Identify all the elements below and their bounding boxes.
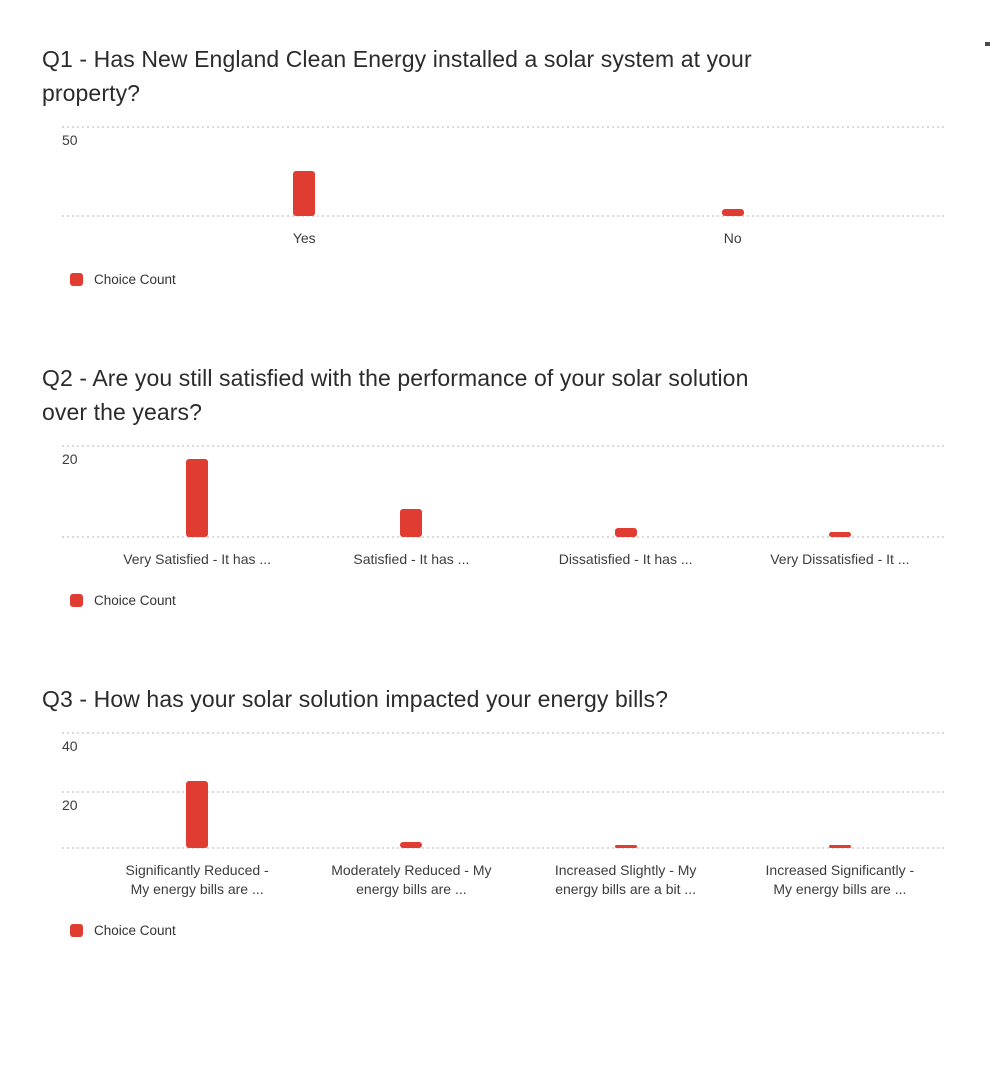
category-label: Significantly Reduced - My energy bills …	[125, 862, 269, 897]
bar-band	[304, 732, 518, 848]
y-axis-tick: 40	[62, 738, 78, 754]
chart-q3: Q3 - How has your solar solution impacte…	[0, 682, 992, 938]
category-label: Dissatisfied - It has ...	[558, 551, 693, 567]
legend-item[interactable]: Choice Count	[70, 593, 992, 608]
bar-band	[90, 732, 304, 848]
bar-increased-slightly-my-energy-b[interactable]	[614, 845, 637, 848]
category-label: No	[723, 230, 742, 246]
bar-increased-significantly-my-ene[interactable]	[828, 845, 851, 848]
legend-item[interactable]: Choice Count	[70, 272, 992, 287]
gridline-top	[62, 126, 947, 128]
bar-band	[733, 445, 947, 537]
category-label: Increased Slightly - My energy bills are…	[554, 862, 697, 897]
bar-band	[304, 445, 518, 537]
y-axis-tick: 50	[62, 132, 78, 148]
chart-q1: Q1 - Has New England Clean Energy instal…	[0, 42, 992, 287]
gridline-mid	[62, 790, 947, 793]
chart-q1-title: Q1 - Has New England Clean Energy instal…	[42, 46, 752, 106]
category-label: Yes	[292, 230, 316, 246]
bar-dissatisfied-it-has[interactable]	[614, 527, 637, 537]
bar-very-satisfied-it-has[interactable]	[186, 458, 209, 537]
gridline-baseline	[62, 215, 947, 217]
chart-q2-plot-area: 20	[62, 445, 947, 538]
y-axis-tick: 20	[62, 796, 78, 813]
screen-edge-artifact	[985, 42, 990, 46]
chart-q1-plot-area: 50	[62, 126, 947, 217]
category-label: Very Dissatisfied - It ...	[770, 551, 910, 567]
bar-no[interactable]	[721, 208, 744, 216]
survey-report-page: { "colors": { "bar": "#e03c31", "gridlin…	[0, 42, 992, 1066]
legend-swatch-icon	[70, 924, 83, 937]
bar-band	[519, 126, 948, 216]
legend-swatch-icon	[70, 273, 83, 286]
category-label: Moderately Reduced - My energy bills are…	[331, 862, 492, 897]
bar-band	[519, 445, 733, 537]
category-label: Satisfied - It has ...	[353, 551, 470, 567]
legend-label: Choice Count	[94, 272, 176, 287]
legend-swatch-icon	[70, 594, 83, 607]
bar-yes[interactable]	[293, 171, 316, 216]
bar-very-dissatisfied-it[interactable]	[828, 532, 851, 537]
x-axis-labels: Significantly Reduced - My energy bills …	[90, 861, 947, 899]
chart-q3-title: Q3 - How has your solar solution impacte…	[42, 686, 669, 712]
y-axis-tick: 20	[62, 451, 78, 467]
bar-significantly-reduced-my-energ[interactable]	[186, 781, 209, 848]
x-axis-labels: Yes No	[90, 229, 947, 248]
bar-band	[90, 126, 519, 216]
bars-container	[90, 445, 947, 537]
gridline-baseline	[62, 536, 947, 538]
gridline-top	[62, 732, 947, 734]
legend-item[interactable]: Choice Count	[70, 923, 992, 938]
category-label: Increased Significantly - My energy bill…	[765, 862, 915, 897]
chart-q2-title: Q2 - Are you still satisfied with the pe…	[42, 365, 749, 425]
x-axis-labels: Very Satisfied - It has ... Satisfied - I…	[90, 550, 947, 569]
bars-container	[90, 126, 947, 216]
bar-satisfied-it-has[interactable]	[400, 509, 423, 537]
legend-label: Choice Count	[94, 923, 176, 938]
chart-q2: Q2 - Are you still satisfied with the pe…	[0, 361, 992, 608]
chart-q3-plot-area: 40 20	[62, 732, 947, 849]
bar-moderately-reduced-my-energy-b[interactable]	[400, 842, 423, 848]
gridline-baseline	[62, 847, 947, 849]
bar-band	[90, 445, 304, 537]
gridline-top	[62, 445, 947, 447]
bars-container	[90, 732, 947, 848]
bar-band	[519, 732, 733, 848]
legend-label: Choice Count	[94, 593, 176, 608]
bar-band	[733, 732, 947, 848]
category-label: Very Satisfied - It has ...	[123, 551, 272, 567]
